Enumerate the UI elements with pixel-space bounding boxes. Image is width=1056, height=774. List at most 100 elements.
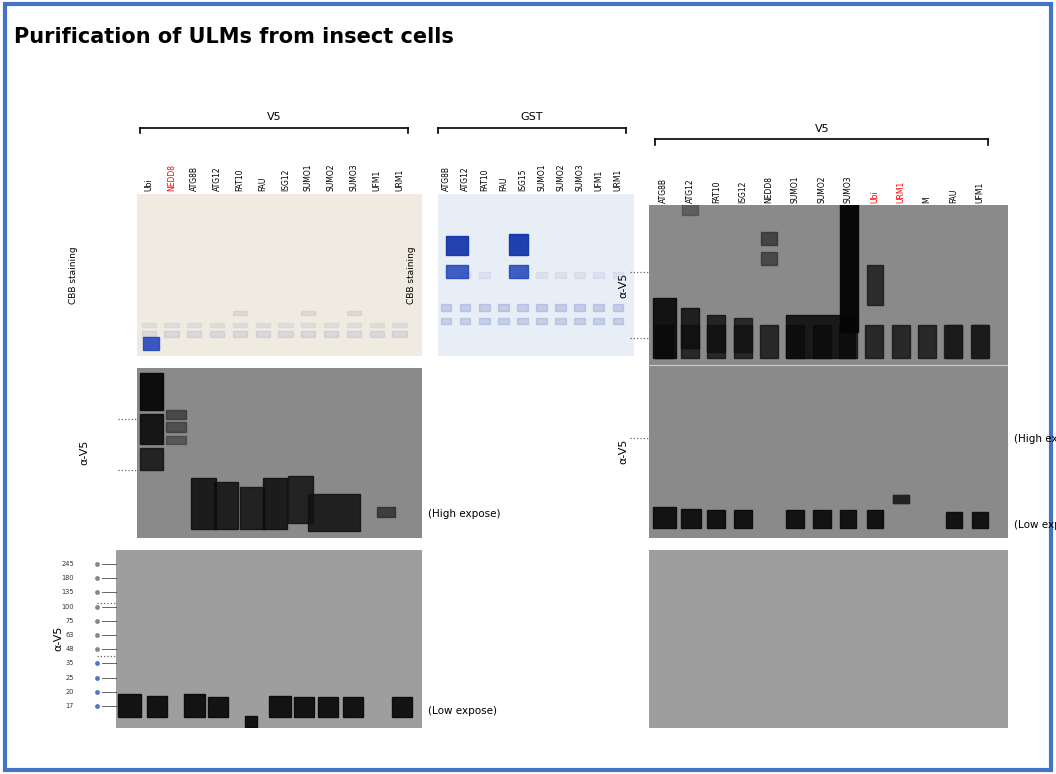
Text: Purification of ULMs from insect cells: Purification of ULMs from insect cells [14,27,454,47]
Bar [288,476,313,523]
Bar [166,410,186,419]
Bar [393,323,407,327]
Text: α-V5: α-V5 [618,272,628,298]
Bar [893,495,909,503]
Text: NEDD8: NEDD8 [765,176,774,203]
Text: 17: 17 [65,704,74,709]
Bar [140,373,163,410]
Bar [308,494,360,531]
Bar [165,330,178,337]
Bar [256,323,270,327]
Bar [210,323,224,327]
Text: (High expose): (High expose) [428,509,501,519]
Bar [517,318,528,324]
Bar [440,318,451,324]
Text: 25: 25 [65,675,74,680]
Bar [187,330,202,337]
Bar [761,231,777,245]
Bar [708,325,725,358]
Bar [392,697,412,717]
Text: FAT10: FAT10 [235,169,244,191]
Text: FAT10: FAT10 [712,180,721,203]
Bar [867,510,883,528]
Text: α-V5: α-V5 [618,439,628,464]
Bar [191,478,215,529]
Bar [478,318,490,324]
Text: UFM1: UFM1 [976,182,984,203]
Bar [346,323,361,327]
Bar [269,696,290,717]
Text: 48: 48 [65,646,74,652]
Bar [893,495,909,503]
Text: 20: 20 [65,689,74,695]
Text: M: M [923,196,931,203]
Text: NEDD8: NEDD8 [167,164,176,191]
Bar [972,512,988,528]
Bar [734,510,752,528]
Bar [245,716,257,727]
Text: SUMO2: SUMO2 [326,163,336,191]
Bar [346,330,361,337]
Text: CBB staining: CBB staining [408,246,416,303]
Bar [446,236,468,255]
Bar [301,311,316,316]
Bar [509,235,528,255]
Bar [370,323,384,327]
Text: FAU: FAU [498,176,508,191]
Bar [301,323,316,327]
Bar [734,325,752,358]
Text: FAT10: FAT10 [479,169,489,191]
Text: 35: 35 [65,660,74,666]
Bar [301,330,316,337]
Text: α-V5: α-V5 [79,440,90,465]
Bar [393,330,407,337]
Text: ISG12: ISG12 [738,180,748,203]
Text: CBB staining: CBB staining [70,246,78,303]
Bar [279,323,293,327]
Bar [210,330,224,337]
Bar [165,323,178,327]
Text: SUMO1: SUMO1 [304,163,313,191]
Text: V5: V5 [267,112,282,122]
Bar [813,325,831,358]
Text: UFM1: UFM1 [373,170,381,191]
Bar [760,325,778,358]
Bar [240,487,264,529]
Bar [256,330,270,337]
Text: SUMO1: SUMO1 [538,163,546,191]
Text: 100: 100 [61,604,74,609]
Text: SUMO3: SUMO3 [350,163,358,191]
Bar [142,330,156,337]
Bar [574,272,585,278]
Text: ATG12: ATG12 [460,166,470,191]
Bar [509,265,528,278]
Text: SUMO2: SUMO2 [557,163,565,191]
Bar [343,697,362,717]
Bar [841,149,859,331]
Bar [944,325,962,358]
Bar [555,304,566,310]
Bar [459,304,470,310]
Text: ISG15: ISG15 [517,169,527,191]
Text: (Low expose): (Low expose) [428,706,496,716]
Text: 245: 245 [61,561,74,567]
Bar [346,311,361,316]
Bar [166,422,186,433]
Bar [612,318,623,324]
Bar [140,413,163,444]
Text: ATG8B: ATG8B [190,166,199,191]
Bar [840,325,857,358]
Bar [232,330,247,337]
Bar [574,304,585,310]
Text: ATG12: ATG12 [685,178,695,203]
Bar [734,318,752,351]
Text: SUMO1: SUMO1 [791,175,800,203]
Bar [142,323,156,327]
Bar [536,304,547,310]
Bar [497,318,509,324]
Bar [593,272,604,278]
Bar [440,304,451,310]
Bar [147,696,167,717]
Bar [324,330,338,337]
Bar [970,325,988,358]
